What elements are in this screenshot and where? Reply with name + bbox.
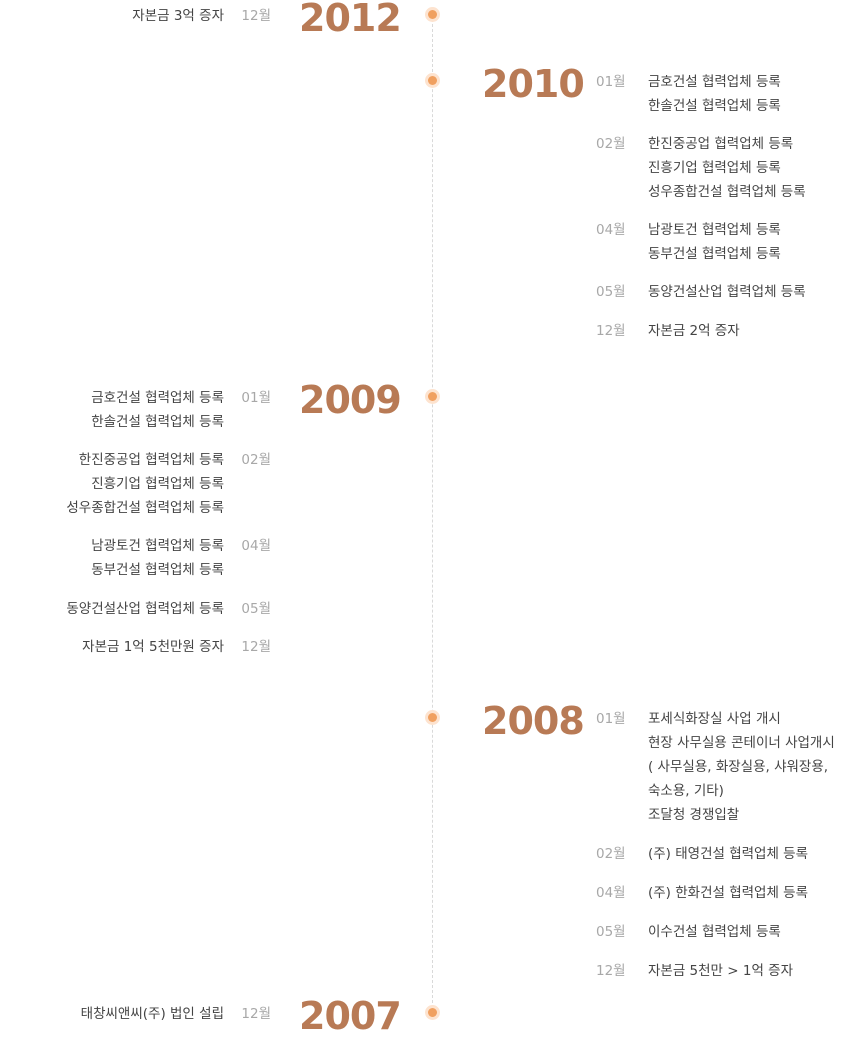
entry-text: (주) 태영건설 협력업체 등록 <box>648 842 808 866</box>
entry-line: 동부건설 협력업체 등록 <box>648 246 781 262</box>
timeline-dot <box>428 392 437 401</box>
entry-month: 12월 <box>596 963 626 979</box>
entry-line: ( 사무실용, 화장실용, 샤워장용, <box>648 759 829 775</box>
entry-line: 남광토건 협력업체 등록 <box>91 538 224 554</box>
entry-line: 금호건설 협력업체 등록 <box>648 74 781 90</box>
entry-line: 이수건설 협력업체 등록 <box>648 924 781 940</box>
entry-month: 01월 <box>596 74 626 90</box>
timeline-dot <box>428 1008 437 1017</box>
entry-month: 04월 <box>596 222 626 238</box>
entry-line: 남광토건 협력업체 등록 <box>648 222 781 238</box>
history-entry: 12월 자본금 5천만 > 1억 증자 <box>596 959 856 983</box>
entry-line: 조달청 경쟁입찰 <box>648 807 740 823</box>
history-entry: 05월 동양건설산업 협력업체 등록 <box>20 597 271 621</box>
entry-month: 05월 <box>241 601 271 617</box>
entry-line: 동부건설 협력업체 등록 <box>91 562 224 578</box>
entry-month: 01월 <box>241 390 271 406</box>
timeline-dot <box>428 10 437 19</box>
entry-line: 한솔건설 협력업체 등록 <box>91 414 224 430</box>
entry-text: 이수건설 협력업체 등록 <box>648 920 781 944</box>
entry-line: (주) 한화건설 협력업체 등록 <box>648 885 809 901</box>
entry-text: 태창씨앤씨(주) 법인 설립 <box>81 1002 224 1026</box>
entry-line: 진흥기업 협력업체 등록 <box>648 160 781 176</box>
entry-month: 12월 <box>596 323 626 339</box>
entry-text: 자본금 3억 증자 <box>132 4 224 28</box>
entry-line: 금호건설 협력업체 등록 <box>91 390 224 406</box>
entry-month: 12월 <box>241 8 271 24</box>
history-entry: 05월 동양건설산업 협력업체 등록 <box>596 280 856 304</box>
entry-line: 숙소용, 기타) <box>648 783 724 799</box>
entry-month: 02월 <box>596 136 626 152</box>
entry-line: (주) 태영건설 협력업체 등록 <box>648 846 809 862</box>
entry-text: (주) 한화건설 협력업체 등록 <box>648 881 808 905</box>
entry-month: 05월 <box>596 924 626 940</box>
entry-line: 현장 사무실용 콘테이너 사업개시 <box>648 735 835 751</box>
entry-line: 자본금 3억 증자 <box>132 8 224 24</box>
year-heading: 2010 <box>482 62 585 106</box>
history-entry: 05월 이수건설 협력업체 등록 <box>596 920 856 944</box>
entry-month: 05월 <box>596 284 626 300</box>
history-entry: 12월 자본금 3억 증자 <box>20 4 271 28</box>
timeline-axis <box>432 14 433 1018</box>
entry-line: 포세식화장실 사업 개시 <box>648 711 781 727</box>
entry-month: 02월 <box>241 452 271 468</box>
entry-line: 한진중공업 협력업체 등록 <box>648 136 794 152</box>
entry-text: 동양건설산업 협력업체 등록 <box>648 280 806 304</box>
year-heading: 2007 <box>299 994 402 1038</box>
timeline-dot <box>428 76 437 85</box>
entry-line: 자본금 1억 5천만원 증자 <box>82 639 224 655</box>
year-heading: 2008 <box>482 699 585 743</box>
entry-line: 동양건설산업 협력업체 등록 <box>66 601 224 617</box>
entry-text: 자본금 2억 증자 <box>648 319 740 343</box>
year-heading: 2012 <box>299 0 402 40</box>
year-heading: 2009 <box>299 378 402 422</box>
entry-line: 태창씨앤씨(주) 법인 설립 <box>80 1006 224 1022</box>
entry-line: 한솔건설 협력업체 등록 <box>648 98 781 114</box>
entry-month: 12월 <box>241 639 271 655</box>
entry-text: 자본금 1억 5천만원 증자 <box>82 635 224 659</box>
history-entry: 04월 (주) 한화건설 협력업체 등록 <box>596 881 856 905</box>
entry-line: 성우종합건설 협력업체 등록 <box>648 184 806 200</box>
entry-line: 한진중공업 협력업체 등록 <box>78 452 224 468</box>
history-entry: 12월 자본금 1억 5천만원 증자 <box>20 635 271 659</box>
entry-month: 12월 <box>241 1006 271 1022</box>
entry-text: 자본금 5천만 > 1억 증자 <box>648 959 793 983</box>
entry-line: 진흥기업 협력업체 등록 <box>91 476 224 492</box>
entry-line: 동양건설산업 협력업체 등록 <box>648 284 806 300</box>
timeline-dot <box>428 713 437 722</box>
entry-line: 자본금 2억 증자 <box>648 323 740 339</box>
history-entry: 02월 (주) 태영건설 협력업체 등록 <box>596 842 856 866</box>
entry-line: 자본금 5천만 > 1억 증자 <box>648 963 794 979</box>
entry-month: 04월 <box>596 885 626 901</box>
history-entry: 12월 태창씨앤씨(주) 법인 설립 <box>20 1002 271 1026</box>
entry-month: 01월 <box>596 711 626 727</box>
entry-text: 동양건설산업 협력업체 등록 <box>66 597 224 621</box>
entry-month: 02월 <box>596 846 626 862</box>
entry-line: 성우종합건설 협력업체 등록 <box>66 500 224 516</box>
history-entry: 12월 자본금 2억 증자 <box>596 319 856 343</box>
entry-month: 04월 <box>241 538 271 554</box>
